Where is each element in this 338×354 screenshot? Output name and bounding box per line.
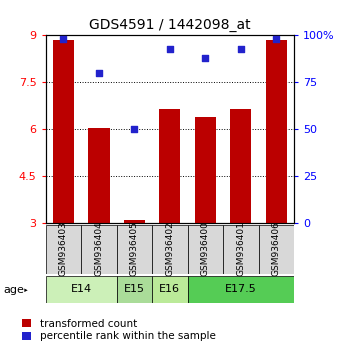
Bar <box>230 109 251 223</box>
Bar <box>81 225 117 274</box>
Text: GSM936402: GSM936402 <box>165 221 174 276</box>
Bar <box>124 220 145 223</box>
Text: E14: E14 <box>71 284 92 295</box>
Bar <box>117 225 152 274</box>
Bar <box>188 225 223 274</box>
Point <box>274 36 279 42</box>
Text: E16: E16 <box>159 284 180 295</box>
Bar <box>117 276 152 303</box>
Text: GSM936404: GSM936404 <box>94 221 103 276</box>
Bar <box>46 225 81 274</box>
Bar <box>223 225 259 274</box>
Point <box>132 126 137 132</box>
Bar <box>152 225 188 274</box>
Bar <box>195 117 216 223</box>
Polygon shape <box>24 289 28 292</box>
Point <box>96 70 102 76</box>
Legend: transformed count, percentile rank within the sample: transformed count, percentile rank withi… <box>22 319 216 341</box>
Text: GSM936403: GSM936403 <box>59 221 68 276</box>
Point <box>61 36 66 42</box>
Bar <box>53 40 74 223</box>
Bar <box>259 225 294 274</box>
Text: age: age <box>3 285 24 295</box>
Point <box>167 46 172 51</box>
Text: GSM936400: GSM936400 <box>201 221 210 276</box>
Bar <box>152 276 188 303</box>
Bar <box>188 276 294 303</box>
Point <box>203 55 208 61</box>
Bar <box>266 40 287 223</box>
Text: GSM936401: GSM936401 <box>236 221 245 276</box>
Bar <box>46 276 117 303</box>
Text: GSM936405: GSM936405 <box>130 221 139 276</box>
Text: E17.5: E17.5 <box>225 284 257 295</box>
Title: GDS4591 / 1442098_at: GDS4591 / 1442098_at <box>89 18 251 32</box>
Text: E15: E15 <box>124 284 145 295</box>
Bar <box>159 109 180 223</box>
Point <box>238 46 243 51</box>
Text: GSM936406: GSM936406 <box>272 221 281 276</box>
Bar <box>88 128 110 223</box>
